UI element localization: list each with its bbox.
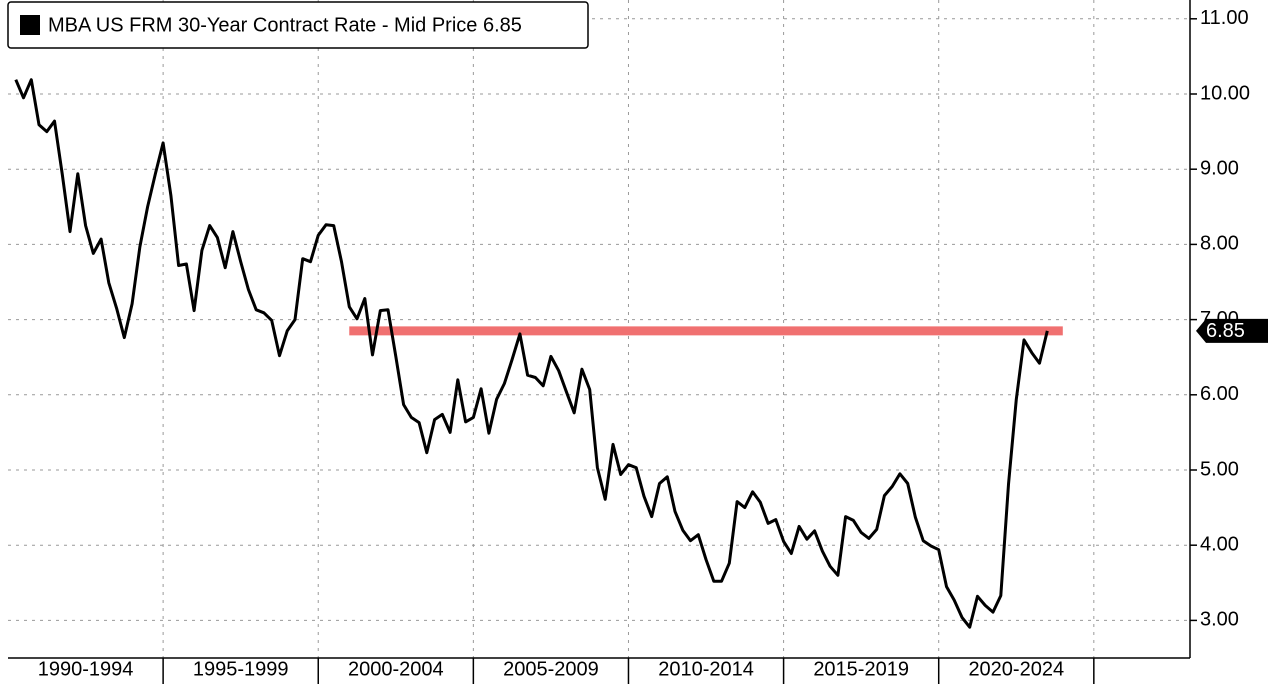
x-tick-label: 1990-1994 xyxy=(38,658,134,680)
y-tick-label: 5.00 xyxy=(1200,458,1239,480)
x-tick-label: 2005-2009 xyxy=(503,658,599,680)
legend-text: MBA US FRM 30-Year Contract Rate - Mid P… xyxy=(48,14,522,36)
x-tick-label: 2000-2004 xyxy=(348,658,444,680)
y-tick-label: 9.00 xyxy=(1200,157,1239,179)
y-tick-label: 3.00 xyxy=(1200,609,1239,631)
last-value-tag xyxy=(1196,318,1268,343)
x-tick-label: 1995-1999 xyxy=(193,658,289,680)
series-line xyxy=(14,78,1049,629)
x-tick-label: 2020-2024 xyxy=(968,658,1064,680)
last-value-label: 6.85 xyxy=(1206,320,1245,342)
y-tick-label: 8.00 xyxy=(1200,233,1239,255)
y-tick-label: 10.00 xyxy=(1200,82,1250,104)
y-tick-label: 6.00 xyxy=(1200,383,1239,405)
legend-box xyxy=(7,1,589,49)
x-tick-label: 2015-2019 xyxy=(813,658,909,680)
x-tick-label: 2010-2014 xyxy=(658,658,754,680)
y-tick-label: 4.00 xyxy=(1200,533,1239,555)
y-tick-label: 11.00 xyxy=(1200,7,1249,29)
legend-swatch xyxy=(20,15,40,35)
